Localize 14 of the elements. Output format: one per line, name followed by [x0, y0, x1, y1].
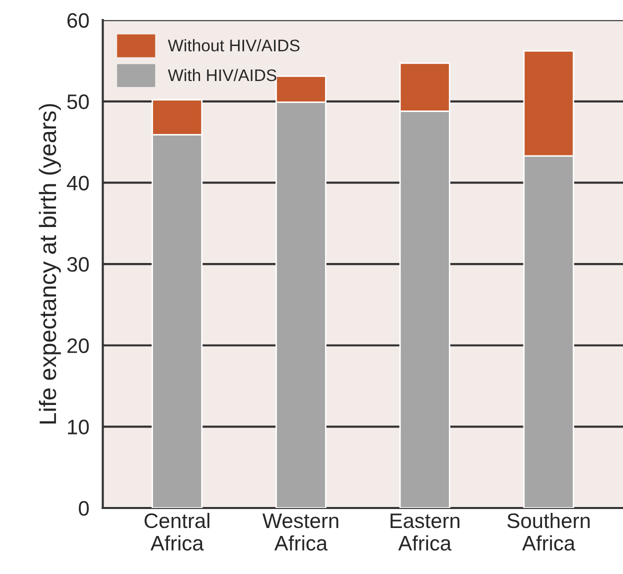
x-tick-label: Eastern Africa [390, 514, 460, 551]
y-tick-label: 30 [67, 257, 89, 272]
y-axis-title: Life expectancy at birth (years) [38, 104, 61, 424]
legend-label: Without HIV/AIDS [168, 39, 300, 52]
x-tick-label: Western Africa [262, 514, 338, 551]
x-tick-label: Southern Africa [507, 512, 590, 551]
y-tick-label: 50 [67, 94, 89, 110]
y-tick-label: 0 [78, 500, 89, 516]
x-tick-label: Central Africa [144, 512, 210, 551]
y-tick-label: 60 [67, 13, 89, 28]
y-tick-label: 10 [68, 420, 89, 434]
y-tick-label: 40 [66, 176, 89, 190]
legend-label: With HIV/AIDS [168, 68, 276, 82]
y-tick-label: 20 [67, 338, 89, 354]
